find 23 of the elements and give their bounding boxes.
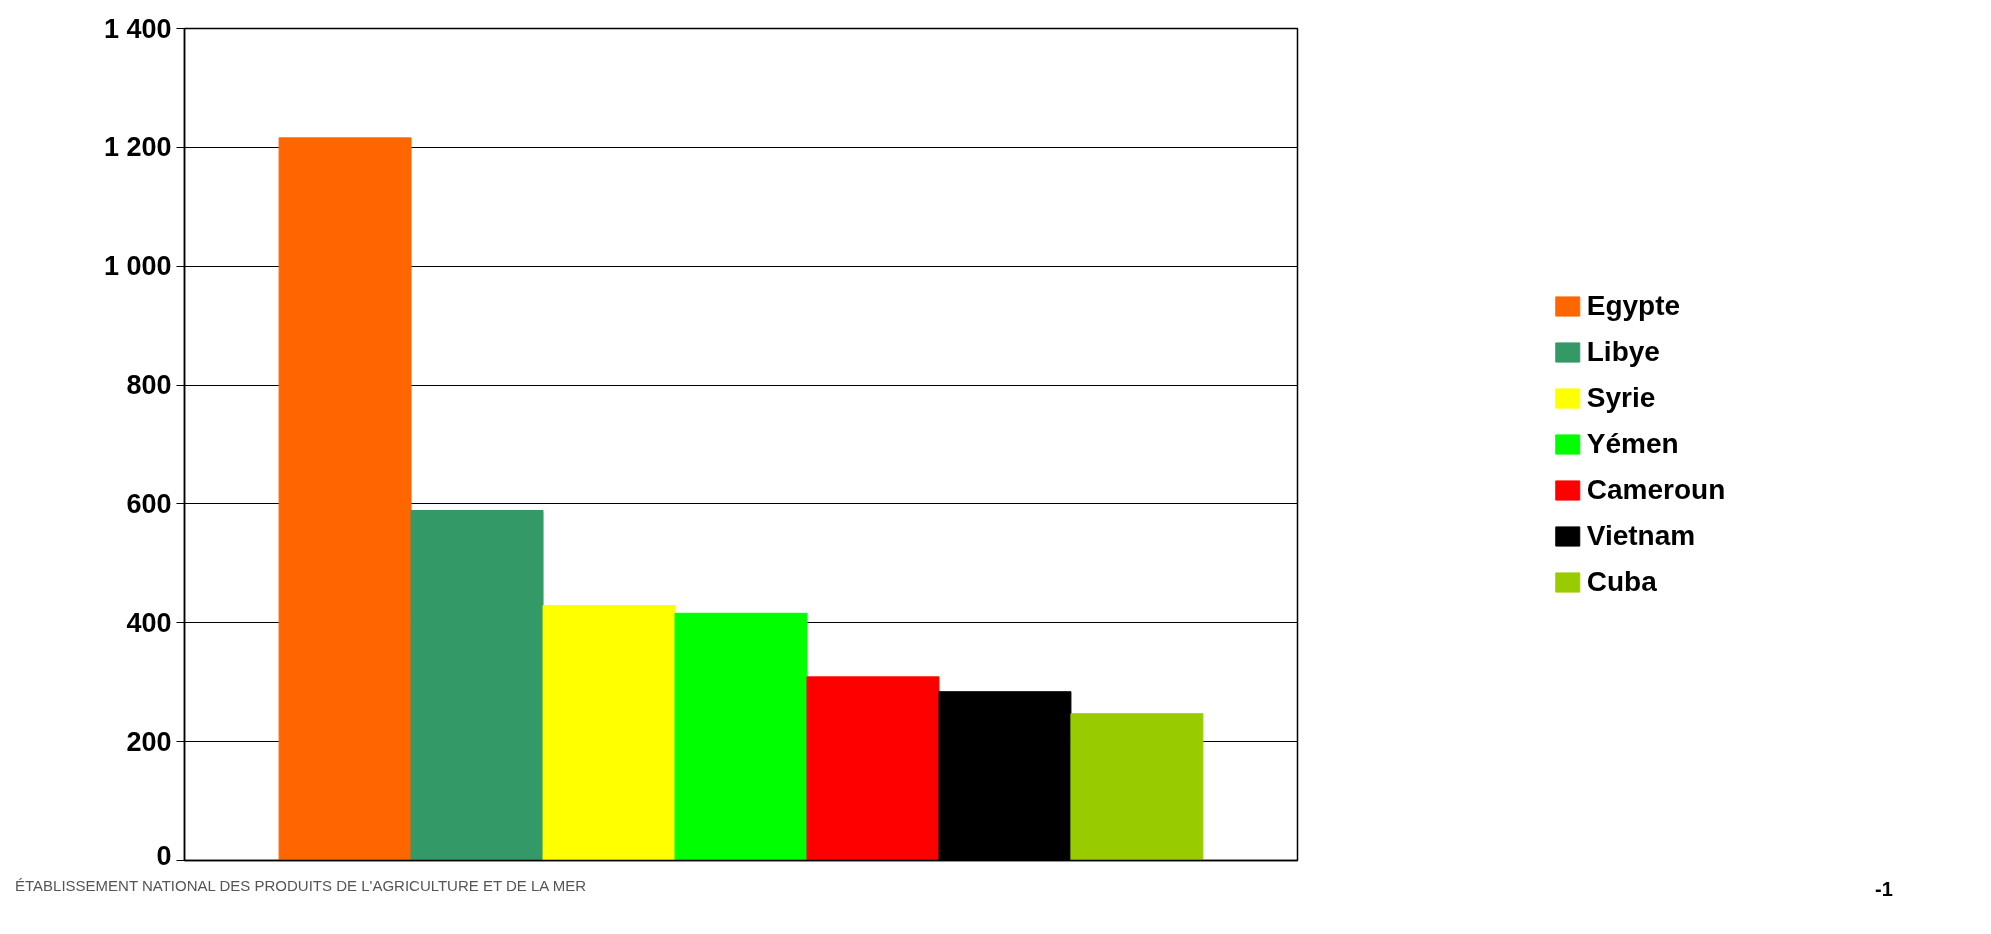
y-tick-label: 0 <box>156 840 172 871</box>
text: -1 <box>1875 877 1893 902</box>
legend-label: Egypte <box>1586 290 1681 322</box>
y-tick-label: 400 <box>126 607 172 638</box>
y-tick-label: 200 <box>126 726 172 757</box>
y-tick-label: 600 <box>126 488 172 519</box>
legend-label: Cuba <box>1586 566 1657 598</box>
y-tick-label: 1 200 <box>103 132 172 163</box>
bar <box>674 612 808 861</box>
bar <box>542 605 676 861</box>
bar <box>1070 713 1204 861</box>
y-tick-label: 1 400 <box>103 13 172 44</box>
legend-label: Libye <box>1586 336 1660 368</box>
bar <box>278 137 412 861</box>
text: ÉTABLISSEMENT NATIONAL DES PRODUITS DE L'AGRICULTURE ET DE LA MER <box>15 876 587 896</box>
bar <box>410 509 544 861</box>
bar <box>806 676 940 861</box>
legend-label: Vietnam <box>1586 520 1696 552</box>
y-tick-label: 1 000 <box>103 251 172 282</box>
y-tick-label: 800 <box>126 370 172 401</box>
legend-label: Cameroun <box>1586 474 1726 506</box>
legend-label: Yémen <box>1586 428 1679 460</box>
legend-label: Syrie <box>1586 382 1656 414</box>
